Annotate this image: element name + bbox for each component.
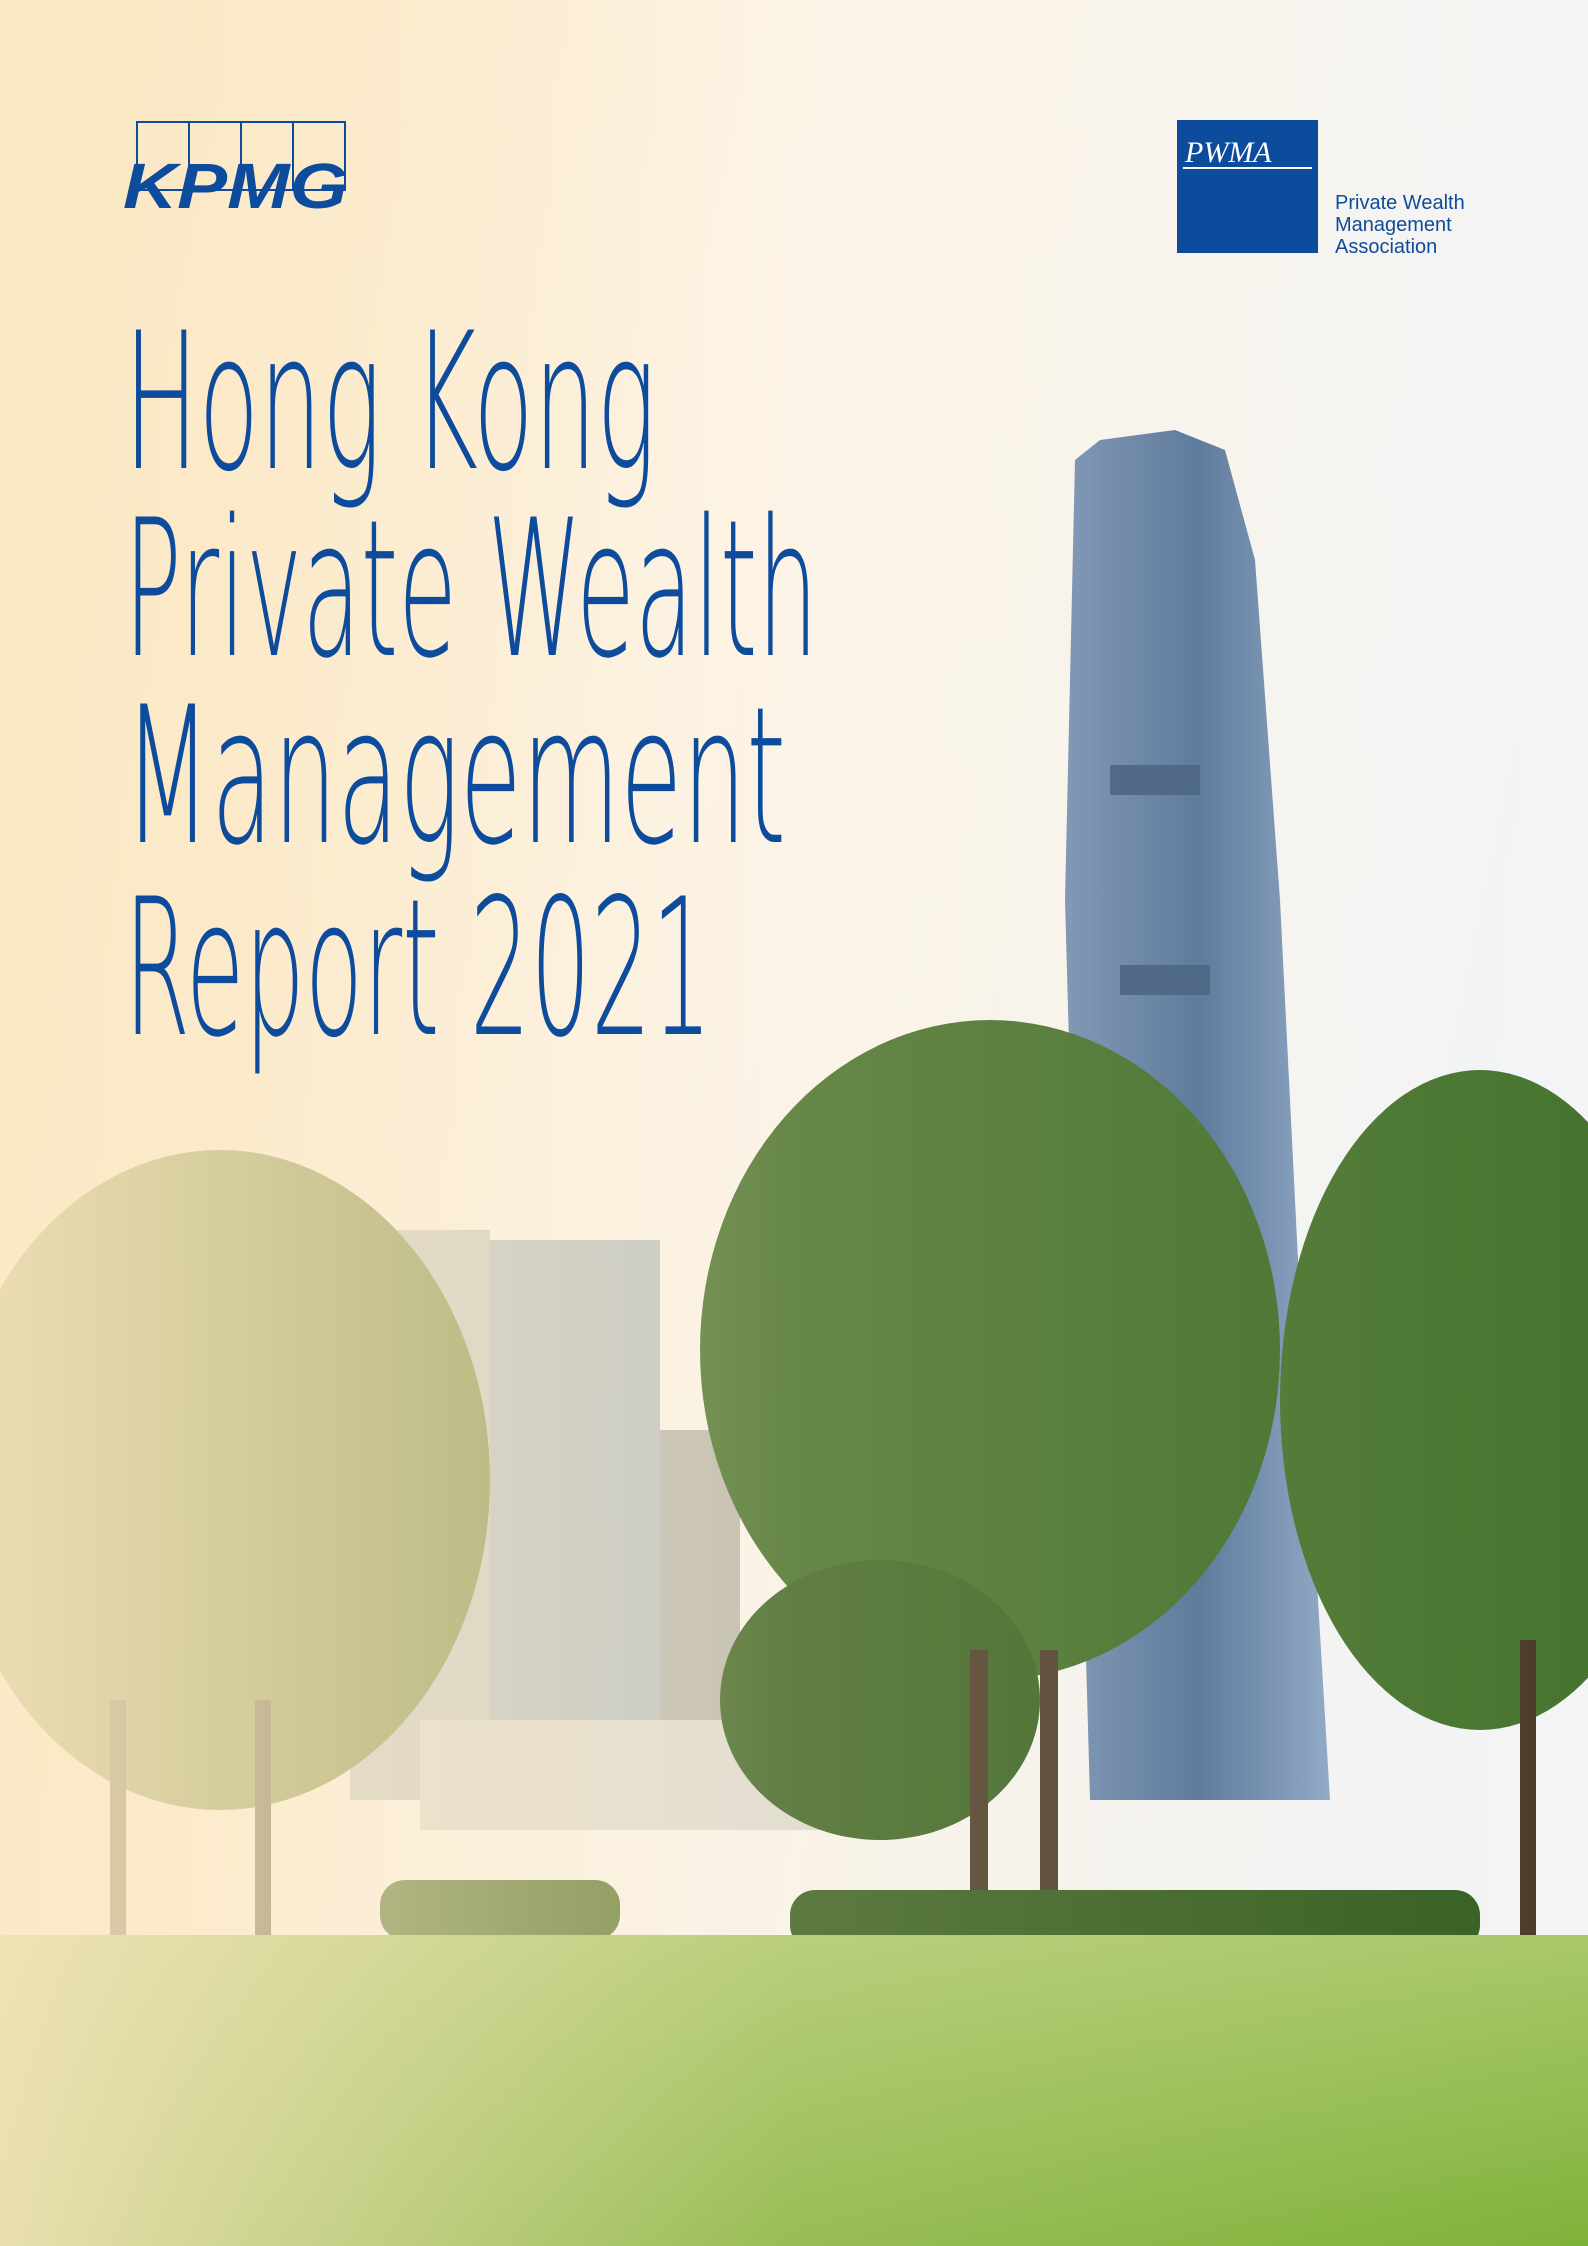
page: KPMG PWMA Private Wealth Management Asso… [0, 0, 1588, 2246]
pwma-logo-text: PWMA [1184, 136, 1272, 169]
title-line: Management [124, 666, 786, 887]
pwma-name-line: Association [1335, 236, 1437, 258]
cover: KPMG PWMA Private Wealth Management Asso… [0, 0, 1588, 2246]
pwma-name-line: Private Wealth [1335, 192, 1465, 214]
pwma-name-line: Management [1335, 214, 1452, 236]
title-line: Report 2021 [124, 858, 712, 1079]
kpmg-logo-text: KPMG [123, 150, 348, 222]
